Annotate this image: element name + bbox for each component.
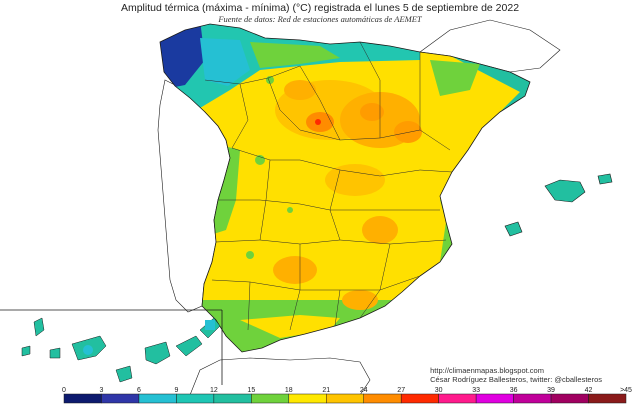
legend-swatch [475,393,514,404]
legend-tick-label: 0 [62,387,66,394]
credits-url: http://climaenmapas.blogspot.com [430,366,544,375]
legend-swatch [326,393,364,404]
morocco-outline [189,357,371,396]
legend-swatch [363,393,402,404]
legend-swatch [438,393,477,404]
legend-tick-label: 6 [137,387,141,394]
map-title: Amplitud térmica (máxima - mínima) (°C) … [120,2,520,14]
legend-tick-label: 30 [435,387,443,394]
legend-tick-label: 39 [547,387,555,394]
legend-tick-label: 18 [285,387,293,394]
legend-swatch [550,393,589,404]
legend-swatch [513,393,552,404]
legend-swatch [213,393,252,404]
canary-islands-inset [0,309,223,385]
legend-swatch [588,393,627,404]
spain-coastline [159,23,531,353]
credits-author: César Rodríguez Ballesteros, twitter: @c… [430,375,602,384]
legend-tick-label: 33 [472,387,480,394]
legend-tick-label: 42 [585,387,593,394]
legend-tick-label: 15 [247,387,255,394]
legend-tick-label: 9 [174,387,178,394]
balearic-islands [504,173,613,237]
legend-tick-label: 12 [210,387,218,394]
legend-tick-label: 3 [100,387,104,394]
legend-swatch [400,393,439,404]
legend-tick-label: 21 [322,387,330,394]
legend-tick-label: 27 [397,387,405,394]
map-subtitle: Fuente de datos: Red de estaciones autom… [218,14,422,24]
legend-swatch [101,393,140,404]
legend-swatch [288,393,327,404]
legend-swatch [138,393,177,404]
legend-tick-label: 24 [360,387,368,394]
legend-tick-label: >45 [620,387,632,394]
province-borders [204,41,453,331]
legend-swatch [176,393,215,404]
legend-tick-label: 36 [510,387,518,394]
legend-swatch [63,393,102,404]
legend-swatch [251,393,290,404]
credits: http://climaenmapas.blogspot.com César R… [430,366,602,384]
